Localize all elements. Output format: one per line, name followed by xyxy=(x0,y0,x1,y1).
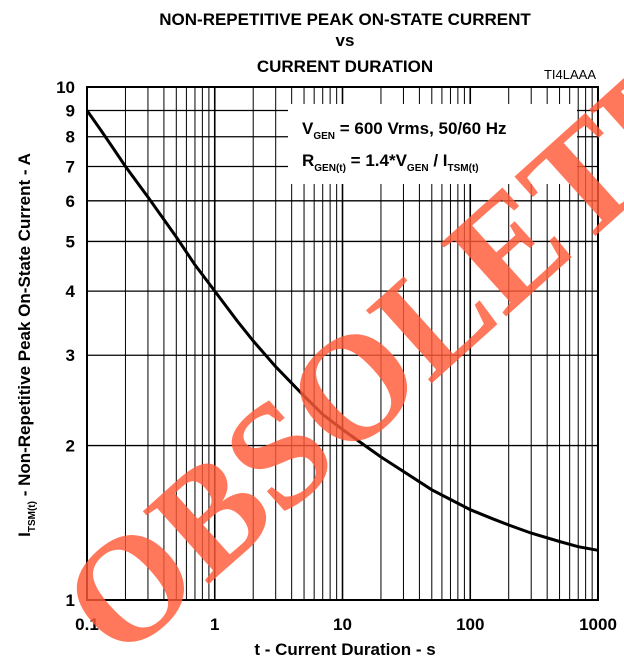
x-tick-label: 0.1 xyxy=(75,615,99,634)
x-tick-label: 1000 xyxy=(579,615,617,634)
annotation-background xyxy=(288,104,577,184)
series-point xyxy=(112,147,115,150)
x-tick-label: 10 xyxy=(333,615,352,634)
series-point xyxy=(236,319,239,322)
chart-title-line-2: vs xyxy=(336,31,355,50)
annotation-vgen-symbol: V xyxy=(302,119,314,138)
series-point xyxy=(430,488,433,491)
y-tick-label: 10 xyxy=(56,78,75,97)
series-point xyxy=(252,339,255,342)
y-tick-label: 8 xyxy=(66,128,75,147)
series-point xyxy=(193,263,196,266)
series-point xyxy=(469,508,472,511)
series-point xyxy=(449,498,452,501)
series-point xyxy=(597,549,600,552)
annotation-vgen-sub: GEN xyxy=(313,131,335,142)
y-tick-label: 6 xyxy=(66,192,75,211)
annotation-rgen-eq: = 1.4*V xyxy=(346,151,408,170)
annotation-divide: / I xyxy=(429,151,448,170)
y-tick-label: 4 xyxy=(66,282,76,301)
x-tick-label: 1 xyxy=(210,615,219,634)
y-tick-label: 5 xyxy=(66,232,75,251)
y-axis-label-text: - Non-Repetitive Peak On-State Current -… xyxy=(15,153,34,501)
y-axis-label: ITSM(t) - Non-Repetitive Peak On-State C… xyxy=(15,153,38,537)
series-point xyxy=(530,532,533,535)
x-tick-label: 100 xyxy=(456,615,484,634)
annotation-rgen-sub: GEN(t) xyxy=(314,163,346,174)
y-tick-label: 1 xyxy=(66,591,75,610)
y-tick-labels: 1 2 3 4 5 6 7 8 9 10 xyxy=(56,78,75,610)
annotation-box: VGEN = 600 Vrms, 50/60 Hz RGEN(t) = 1.4*… xyxy=(288,104,577,184)
annotation-vgen2-sub: GEN xyxy=(407,163,429,174)
y-tick-label: 3 xyxy=(66,346,75,365)
series-point xyxy=(507,524,510,527)
y-axis-label-symbol: I xyxy=(15,532,34,537)
y-tick-label: 9 xyxy=(66,101,75,120)
y-tick-label: 2 xyxy=(66,437,75,456)
annotation-line-2: RGEN(t) = 1.4*VGEN / ITSM(t) xyxy=(302,151,479,174)
series-point xyxy=(86,109,89,112)
series-point xyxy=(100,130,103,133)
chart-title-line-3: CURRENT DURATION xyxy=(257,57,433,76)
x-tick-labels: 0.1 1 10 100 1000 xyxy=(75,615,617,634)
series-point xyxy=(124,165,127,168)
series-point xyxy=(491,517,494,520)
series-point xyxy=(146,196,149,199)
x-axis-label: t - Current Duration - s xyxy=(254,640,435,659)
chart-title-line-1: NON-REPETITIVE PEAK ON-STATE CURRENT xyxy=(159,10,531,29)
series-point xyxy=(577,545,580,548)
series-point xyxy=(402,470,405,473)
plot-frame xyxy=(86,86,599,601)
y-tick-label: 7 xyxy=(66,157,75,176)
series-line xyxy=(85,109,599,552)
annotation-rgen-symbol: R xyxy=(302,151,314,170)
annotation-vgen-value: = 600 Vrms, 50/60 Hz xyxy=(335,119,507,138)
series-point xyxy=(213,290,216,293)
annotation-line-1: VGEN = 600 Vrms, 50/60 Hz xyxy=(302,119,507,142)
figure-id: TI4LAAA xyxy=(544,67,596,82)
series-point xyxy=(558,540,561,543)
y-axis-label-sub: TSM(t) xyxy=(27,501,38,532)
series-point xyxy=(175,236,178,239)
annotation-itsm-sub: TSM(t) xyxy=(448,163,479,174)
